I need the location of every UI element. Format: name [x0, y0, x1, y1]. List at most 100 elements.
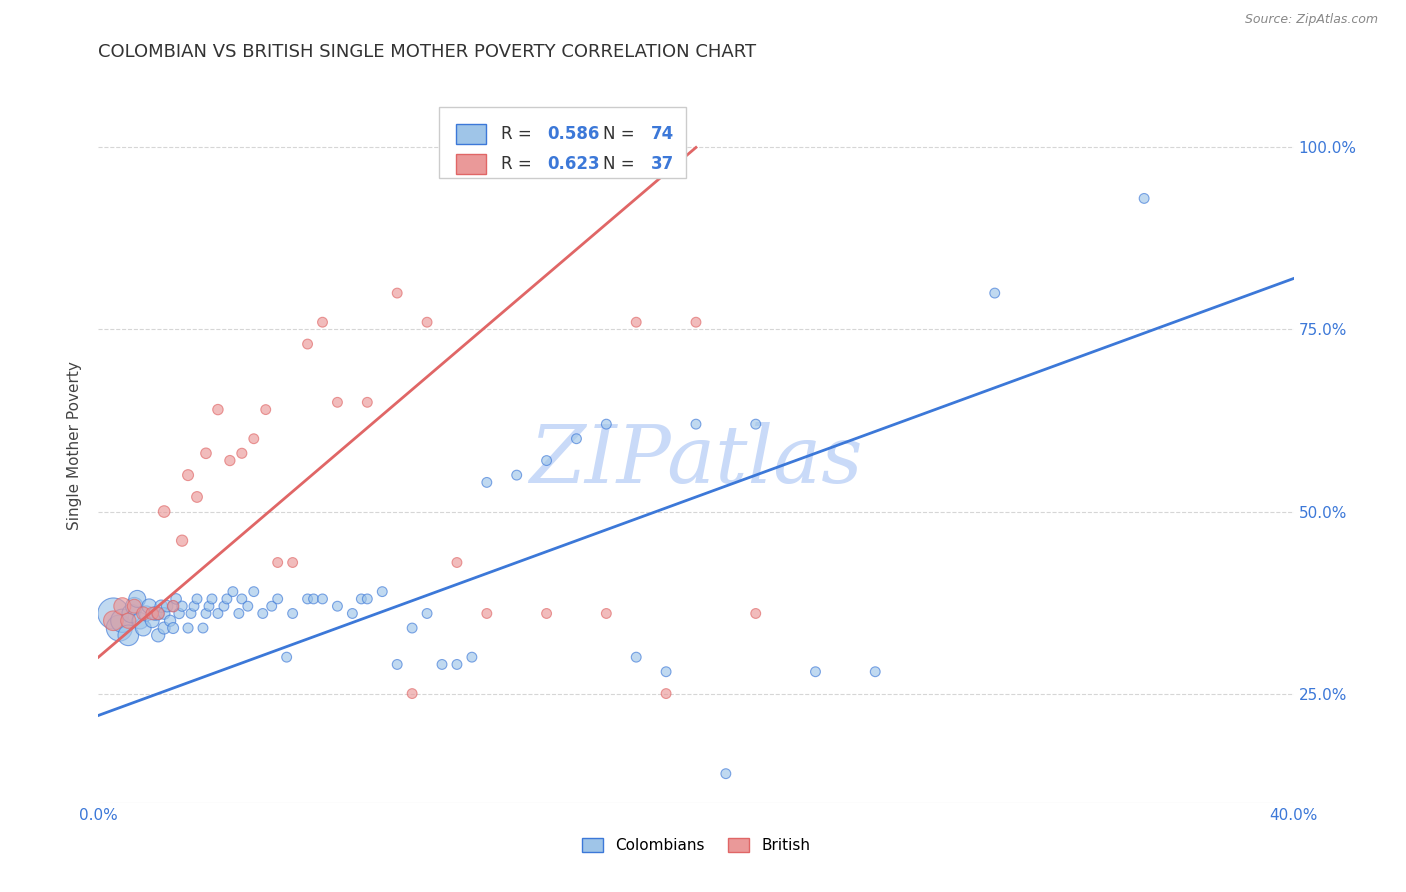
- Point: [159, 614, 181, 628]
- Point: [215, 591, 238, 606]
- Point: [124, 599, 146, 614]
- Point: [536, 607, 558, 621]
- Point: [150, 599, 173, 614]
- Point: [595, 417, 617, 432]
- Point: [565, 432, 588, 446]
- Point: [177, 621, 200, 635]
- Point: [153, 607, 176, 621]
- Point: [430, 657, 453, 672]
- Text: 74: 74: [651, 125, 675, 143]
- Text: ZIPatlas: ZIPatlas: [529, 422, 863, 499]
- Bar: [439, 107, 686, 178]
- Point: [141, 614, 163, 628]
- Point: [416, 607, 439, 621]
- Point: [198, 599, 221, 614]
- Text: N =: N =: [603, 155, 640, 173]
- Point: [135, 607, 157, 621]
- Point: [201, 591, 224, 606]
- Point: [385, 286, 409, 301]
- Point: [745, 607, 768, 621]
- Text: R =: R =: [501, 155, 537, 173]
- Text: N =: N =: [603, 125, 640, 143]
- Point: [165, 591, 187, 606]
- Point: [254, 402, 277, 417]
- Point: [162, 599, 184, 614]
- Point: [156, 599, 179, 614]
- Point: [243, 584, 266, 599]
- Point: [132, 607, 155, 621]
- Point: [595, 607, 617, 621]
- Point: [297, 591, 319, 606]
- Point: [103, 607, 125, 621]
- Point: [231, 591, 253, 606]
- Point: [626, 315, 648, 329]
- Point: [207, 607, 229, 621]
- Text: 37: 37: [651, 155, 675, 173]
- Point: [231, 446, 253, 460]
- Point: [565, 140, 588, 154]
- Point: [385, 657, 409, 672]
- Point: [180, 607, 202, 621]
- Text: 0.623: 0.623: [547, 155, 599, 173]
- Point: [326, 395, 349, 409]
- Point: [350, 591, 373, 606]
- Point: [984, 286, 1007, 301]
- Point: [302, 591, 325, 606]
- Point: [117, 628, 139, 642]
- Point: [243, 432, 266, 446]
- Point: [186, 591, 208, 606]
- Point: [655, 665, 678, 679]
- Point: [685, 417, 707, 432]
- Point: [804, 665, 827, 679]
- Point: [356, 395, 378, 409]
- Point: [267, 591, 290, 606]
- Point: [475, 607, 498, 621]
- Point: [117, 614, 139, 628]
- Point: [186, 490, 208, 504]
- Point: [461, 650, 484, 665]
- Point: [228, 607, 250, 621]
- Text: Source: ZipAtlas.com: Source: ZipAtlas.com: [1244, 13, 1378, 27]
- Point: [108, 621, 131, 635]
- Y-axis label: Single Mother Poverty: Single Mother Poverty: [67, 361, 83, 531]
- Point: [252, 607, 274, 621]
- Text: R =: R =: [501, 125, 537, 143]
- Point: [371, 584, 394, 599]
- Point: [141, 607, 163, 621]
- Point: [745, 417, 768, 432]
- Point: [148, 628, 170, 642]
- Point: [195, 607, 218, 621]
- Text: 0.586: 0.586: [547, 125, 599, 143]
- FancyBboxPatch shape: [456, 154, 486, 174]
- Point: [655, 687, 678, 701]
- Point: [506, 140, 529, 154]
- Point: [183, 599, 205, 614]
- Point: [267, 556, 290, 570]
- Point: [356, 591, 378, 606]
- Point: [167, 607, 190, 621]
- Point: [111, 599, 134, 614]
- Legend: Colombians, British: Colombians, British: [575, 831, 817, 859]
- Point: [124, 599, 146, 614]
- Point: [714, 766, 737, 780]
- Point: [276, 650, 298, 665]
- Point: [297, 337, 319, 351]
- Point: [162, 621, 184, 635]
- Point: [132, 621, 155, 635]
- Point: [138, 599, 160, 614]
- Point: [506, 468, 529, 483]
- Point: [153, 621, 176, 635]
- Point: [311, 591, 333, 606]
- Point: [148, 607, 170, 621]
- Point: [148, 607, 170, 621]
- Point: [475, 475, 498, 490]
- Point: [207, 402, 229, 417]
- Point: [162, 599, 184, 614]
- Point: [191, 621, 214, 635]
- Point: [401, 621, 423, 635]
- Point: [416, 315, 439, 329]
- Point: [342, 607, 364, 621]
- Point: [172, 533, 194, 548]
- Point: [195, 446, 218, 460]
- Point: [865, 665, 887, 679]
